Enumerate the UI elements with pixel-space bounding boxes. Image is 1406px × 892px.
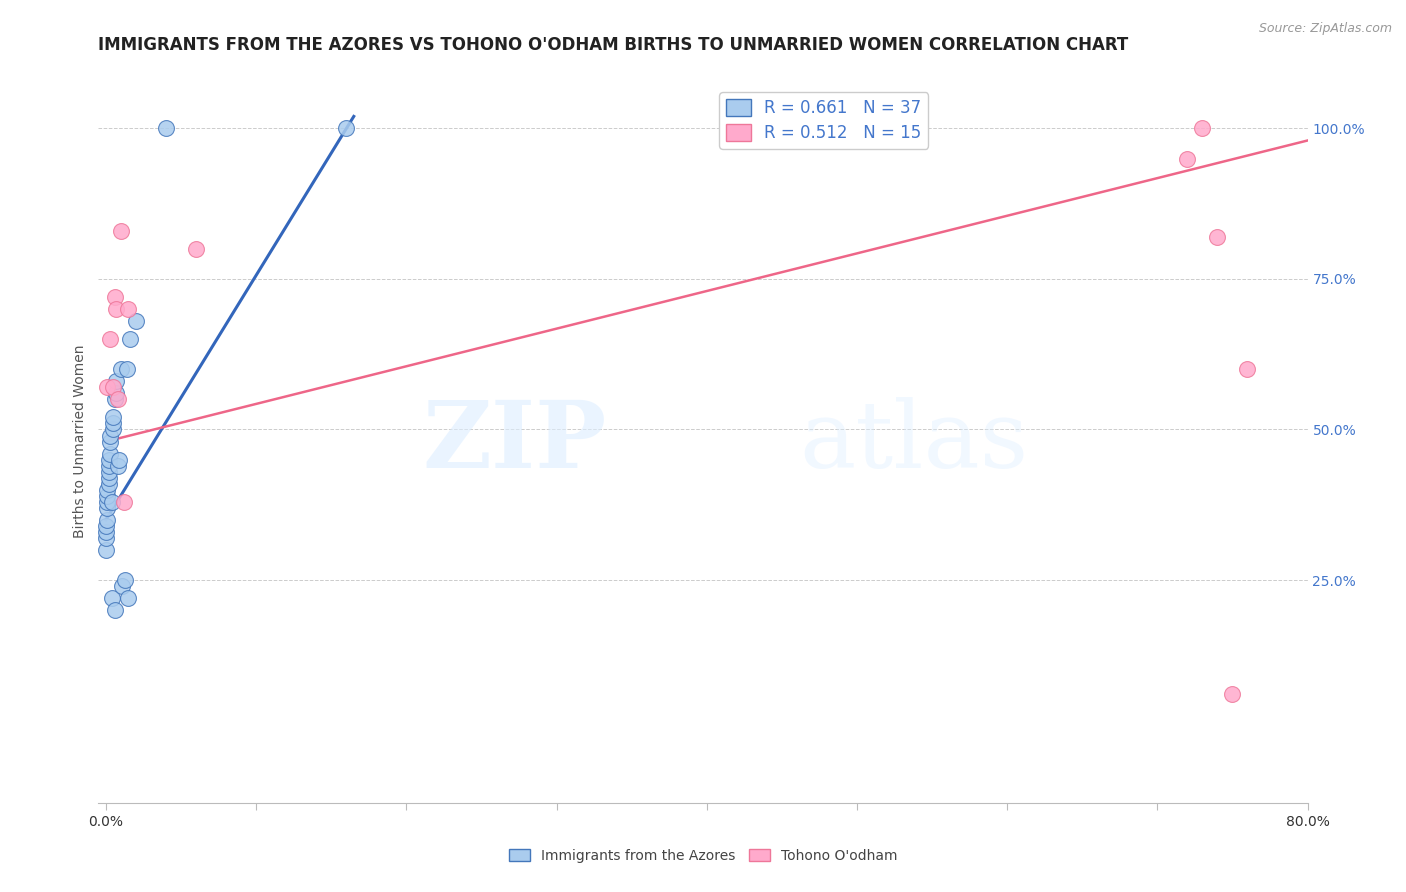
Point	[104, 603, 127, 617]
Text: atlas: atlas	[800, 397, 1029, 486]
Point	[184, 242, 207, 256]
Point	[108, 452, 131, 467]
Text: ZIP: ZIP	[422, 397, 606, 486]
Point	[115, 362, 138, 376]
Point	[100, 434, 122, 449]
Point	[94, 542, 117, 557]
Point	[96, 494, 118, 508]
Point	[103, 380, 125, 394]
Point	[103, 410, 125, 425]
Point	[1222, 687, 1244, 701]
Point	[100, 428, 122, 442]
Point	[117, 591, 139, 606]
Point	[103, 417, 125, 431]
Point	[335, 121, 357, 136]
Point	[103, 423, 125, 437]
Point	[94, 531, 117, 545]
Point	[94, 524, 117, 539]
Point	[97, 452, 120, 467]
Point	[101, 591, 124, 606]
Point	[107, 392, 129, 407]
Point	[96, 483, 118, 497]
Point	[117, 301, 139, 317]
Point	[105, 301, 128, 317]
Point	[110, 362, 132, 376]
Point	[111, 579, 134, 593]
Point	[1191, 121, 1213, 136]
Point	[1236, 362, 1258, 376]
Point	[101, 494, 124, 508]
Legend: R = 0.661   N = 37, R = 0.512   N = 15: R = 0.661 N = 37, R = 0.512 N = 15	[720, 92, 928, 149]
Point	[97, 465, 120, 479]
Point	[1206, 230, 1229, 244]
Point	[107, 458, 129, 473]
Point	[97, 471, 120, 485]
Point	[100, 446, 122, 460]
Point	[112, 494, 135, 508]
Point	[104, 290, 127, 304]
Point	[96, 513, 118, 527]
Point	[97, 458, 120, 473]
Point	[118, 332, 141, 346]
Text: IMMIGRANTS FROM THE AZORES VS TOHONO O'ODHAM BIRTHS TO UNMARRIED WOMEN CORRELATI: IMMIGRANTS FROM THE AZORES VS TOHONO O'O…	[98, 36, 1129, 54]
Point	[97, 476, 120, 491]
Point	[110, 224, 132, 238]
Point	[114, 573, 136, 587]
Point	[94, 518, 117, 533]
Point	[155, 121, 177, 136]
Point	[125, 314, 148, 328]
Point	[96, 500, 118, 515]
Text: Source: ZipAtlas.com: Source: ZipAtlas.com	[1258, 22, 1392, 36]
Point	[100, 332, 122, 346]
Point	[105, 386, 128, 401]
Point	[105, 375, 128, 389]
Point	[96, 489, 118, 503]
Point	[96, 380, 118, 394]
Point	[104, 392, 127, 407]
Y-axis label: Births to Unmarried Women: Births to Unmarried Women	[73, 345, 87, 538]
Point	[1177, 152, 1199, 166]
